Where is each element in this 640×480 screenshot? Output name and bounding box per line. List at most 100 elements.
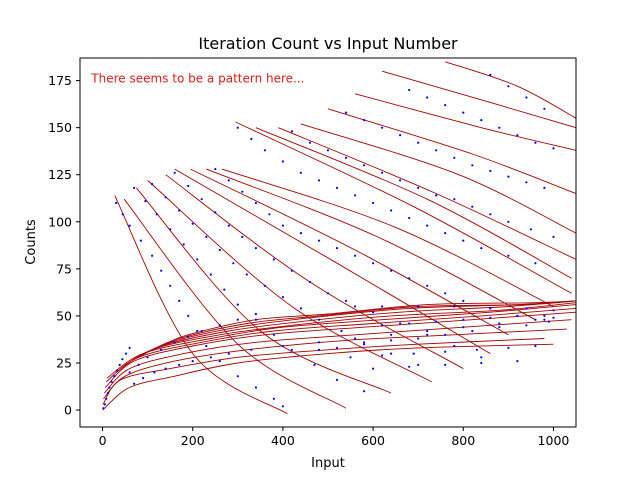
data-point <box>489 73 492 76</box>
data-point <box>151 183 154 186</box>
data-point <box>399 322 402 325</box>
data-point <box>426 333 429 336</box>
data-point <box>124 352 128 355</box>
descending-curve-3 <box>136 187 392 394</box>
data-point <box>462 326 465 329</box>
data-point <box>263 149 266 152</box>
data-point <box>227 352 230 355</box>
data-point <box>121 358 124 361</box>
data-point <box>426 284 429 287</box>
data-point <box>417 337 420 340</box>
data-point <box>272 397 275 400</box>
data-point <box>200 198 203 201</box>
data-point <box>363 341 366 344</box>
data-point <box>182 243 185 246</box>
y-tick-label: 25 <box>56 355 72 370</box>
data-point <box>529 228 533 231</box>
data-point <box>268 213 271 216</box>
data-point <box>290 130 293 133</box>
data-point <box>534 344 537 348</box>
data-point <box>507 220 510 223</box>
data-point <box>250 348 253 351</box>
data-point <box>108 386 111 389</box>
data-point <box>426 329 429 333</box>
data-point <box>335 247 339 250</box>
data-point <box>146 356 149 359</box>
descending-curve-15 <box>354 93 577 151</box>
data-point <box>326 292 330 295</box>
data-point <box>209 356 212 359</box>
data-point <box>462 299 465 302</box>
data-point <box>444 333 447 336</box>
data-point <box>236 126 239 129</box>
data-point <box>444 292 447 295</box>
data-point <box>272 258 275 261</box>
data-points <box>102 73 555 410</box>
data-point <box>453 305 456 308</box>
data-point <box>543 186 546 189</box>
data-point <box>128 371 131 374</box>
data-point <box>489 213 492 216</box>
data-point <box>417 141 420 144</box>
data-point <box>552 147 555 150</box>
y-tick-label: 100 <box>48 214 72 229</box>
data-point <box>115 201 118 205</box>
data-point <box>489 316 492 319</box>
data-point <box>187 335 190 338</box>
data-point <box>196 329 199 333</box>
data-point <box>133 382 136 385</box>
data-point <box>480 247 483 250</box>
data-point <box>241 190 244 193</box>
data-point <box>153 371 156 374</box>
data-point <box>317 179 321 182</box>
data-point <box>281 405 284 408</box>
descending-curve-17 <box>445 61 577 119</box>
data-point <box>102 407 105 410</box>
data-point <box>435 149 438 152</box>
data-point <box>552 235 555 238</box>
data-point <box>281 160 284 163</box>
descending-curve-13 <box>300 123 577 234</box>
descending-curve-12 <box>278 127 577 260</box>
data-point <box>381 324 384 327</box>
data-point <box>299 232 302 235</box>
data-point <box>444 232 447 235</box>
data-point <box>444 363 447 366</box>
data-point <box>128 224 131 227</box>
chart-title: Iteration Count vs Input Number <box>198 34 458 53</box>
data-point <box>205 344 208 348</box>
data-point <box>408 322 411 325</box>
data-point <box>471 329 474 333</box>
data-point <box>151 254 154 257</box>
y-tick-label: 0 <box>64 403 72 418</box>
data-point <box>444 350 447 353</box>
data-point <box>178 299 181 302</box>
data-point <box>480 119 483 122</box>
data-point <box>317 341 321 344</box>
data-point <box>453 198 456 201</box>
data-point <box>525 181 528 184</box>
ascending-curve-5 <box>104 311 577 388</box>
data-point <box>399 134 402 137</box>
data-point <box>480 361 483 365</box>
ascending-curve-3 <box>103 328 568 400</box>
y-tick-label: 125 <box>48 167 72 182</box>
plot-frame <box>79 57 577 428</box>
data-point <box>354 254 357 257</box>
data-point <box>354 194 357 197</box>
data-point <box>232 262 235 265</box>
data-point <box>187 184 190 188</box>
data-point <box>462 111 465 114</box>
data-point <box>390 352 393 355</box>
data-point <box>349 356 352 359</box>
data-point <box>128 346 131 349</box>
ascending-curves <box>102 300 577 411</box>
data-point <box>552 309 555 312</box>
data-point <box>340 329 343 333</box>
data-point <box>507 346 510 349</box>
data-point <box>417 305 420 308</box>
descending-curve-11 <box>255 127 572 279</box>
descending-curve-6 <box>174 168 491 354</box>
data-point <box>308 280 312 284</box>
